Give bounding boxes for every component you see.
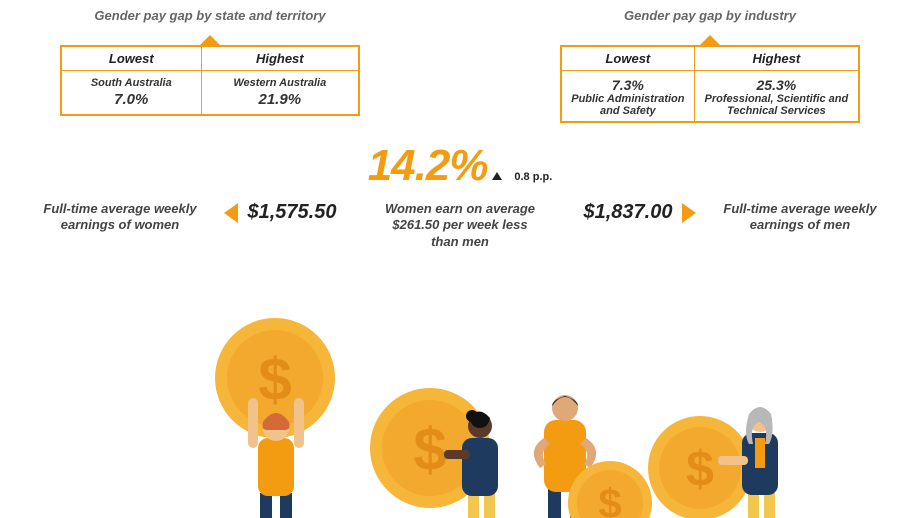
industry-highest-label: Professional, Scientific and Technical S…	[699, 93, 854, 117]
state-lowest-label: South Australia	[68, 77, 195, 89]
industry-header-highest: Highest	[694, 46, 859, 71]
earnings-center-note: Women earn on average $261.50 per week l…	[360, 201, 560, 250]
industry-lowest-value: 7.3%	[566, 77, 690, 93]
state-territory-table: Gender pay gap by state and territory Lo…	[60, 8, 360, 123]
state-lowest-cell: South Australia 7.0%	[61, 71, 201, 116]
table-pointer-icon	[700, 35, 720, 45]
state-table-grid: Lowest Highest South Australia 7.0% West…	[60, 45, 360, 116]
state-lowest-value: 7.0%	[68, 91, 195, 108]
earnings-row: Full-time average weekly earnings of wom…	[0, 191, 920, 250]
industry-table-title: Gender pay gap by industry	[560, 8, 860, 23]
men-amount: $1,837.00	[583, 201, 672, 224]
svg-text:$: $	[413, 416, 446, 483]
overall-percent: 14.2%	[368, 141, 488, 190]
arrow-left-icon	[224, 203, 238, 223]
industry-lowest-cell: 7.3% Public Administration and Safety	[561, 71, 694, 123]
men-earnings-caption: Full-time average weekly earnings of men	[720, 201, 880, 234]
state-highest-value: 21.9%	[208, 91, 352, 108]
women-earnings-caption: Full-time average weekly earnings of wom…	[40, 201, 200, 234]
table-pointer-icon	[200, 35, 220, 45]
svg-text:$: $	[686, 441, 714, 497]
state-header-highest: Highest	[201, 46, 359, 71]
industry-highest-cell: 25.3% Professional, Scientific and Techn…	[694, 71, 859, 123]
industry-header-lowest: Lowest	[561, 46, 694, 71]
center-line-1: Women earn on average	[385, 201, 535, 216]
coin-icon: $	[648, 416, 752, 518]
up-arrow-icon	[492, 172, 502, 180]
people-coins-illustration: $ $	[0, 288, 920, 518]
svg-text:$: $	[598, 480, 621, 518]
arrow-right-icon	[682, 203, 696, 223]
women-amount: $1,575.50	[248, 201, 337, 224]
industry-lowest-label: Public Administration and Safety	[566, 93, 690, 117]
men-earnings-pair: $1,837.00	[583, 201, 696, 224]
state-highest-cell: Western Australia 21.9%	[201, 71, 359, 116]
overall-delta: 0.8 p.p.	[514, 171, 552, 183]
state-highest-label: Western Australia	[208, 77, 352, 89]
state-table-title: Gender pay gap by state and territory	[60, 8, 360, 23]
women-earnings-pair: $1,575.50	[224, 201, 337, 224]
state-header-lowest: Lowest	[61, 46, 201, 71]
center-line-2: $261.50 per week less	[392, 217, 527, 232]
svg-text:$: $	[258, 346, 291, 413]
overall-gap: 14.2% 0.8 p.p.	[0, 141, 920, 191]
industry-table: Gender pay gap by industry Lowest Highes…	[560, 8, 860, 123]
industry-table-grid: Lowest Highest 7.3% Public Administratio…	[560, 45, 860, 123]
center-line-3: than men	[431, 234, 489, 249]
person-woman-one	[248, 398, 304, 518]
industry-highest-value: 25.3%	[699, 77, 854, 93]
